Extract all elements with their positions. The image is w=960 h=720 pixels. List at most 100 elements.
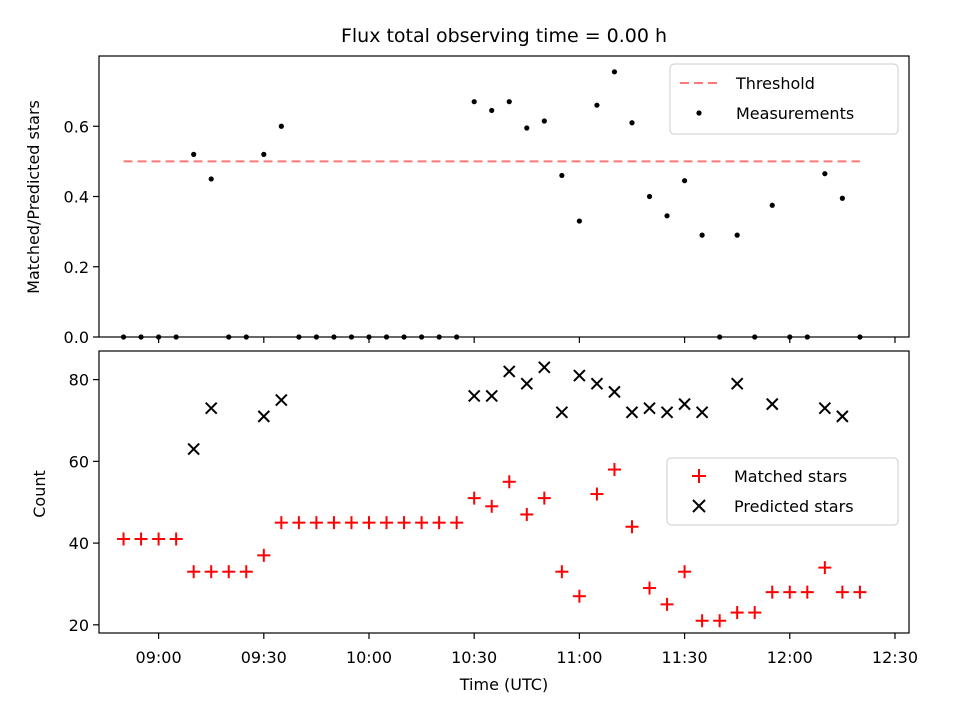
matched-star-point	[432, 516, 446, 530]
measurement-point	[366, 334, 372, 340]
matched-star-point	[415, 516, 429, 530]
bottom-x-tick-label: 10:00	[346, 648, 392, 667]
measurement-point	[278, 123, 284, 129]
matched-star-point	[607, 463, 621, 477]
matched-star-point	[695, 614, 709, 628]
matched-star-point	[344, 516, 358, 530]
top-y-axis-label: Matched/Predicted stars	[24, 100, 43, 294]
top-legend-box	[669, 63, 899, 135]
bottom-x-tick-label: 10:30	[451, 648, 497, 667]
measurement-point	[331, 334, 337, 340]
matched-star-point	[643, 581, 657, 595]
matched-star-point	[134, 532, 148, 546]
predicted-star-mark-b	[660, 406, 674, 419]
predicted-star-point	[538, 361, 551, 374]
measurement-point	[646, 193, 653, 200]
bottom-legend-box	[666, 457, 899, 526]
bottom-x-tick-label: 11:00	[556, 648, 602, 667]
matched-star-point	[835, 585, 849, 599]
matched-star-point	[853, 585, 867, 599]
predicted-star-point	[503, 365, 516, 378]
predicted-star-mark-b	[485, 389, 498, 403]
predicted-star-point	[625, 406, 639, 419]
predicted-star-point	[573, 369, 586, 382]
matched-star-point	[590, 487, 604, 501]
bottom-y-tick-label: 60	[69, 452, 89, 471]
measurement-point	[629, 120, 635, 126]
predicted-star-mark-b	[467, 389, 481, 403]
measurement-point	[313, 334, 320, 340]
measurement-point	[734, 232, 740, 238]
predicted-star-point	[590, 377, 604, 390]
predicted-star-point	[818, 402, 832, 415]
matched-star-point	[678, 565, 692, 579]
top-panel: 0.0 0.2 0.4 0.6 Matched/Predicted stars Thr…	[24, 55, 910, 347]
measurement-point	[173, 334, 179, 340]
predicted-star-mark-b	[573, 369, 586, 382]
matched-star-point	[537, 491, 551, 505]
measurement-point	[348, 334, 355, 340]
matched-star-point	[625, 520, 639, 534]
measurement-point	[156, 334, 162, 340]
bottom-panel: 20 40 60 80 09:00 09:30 10:00 10:30 11:00 11:30 1…	[30, 350, 918, 694]
predicted-star-point	[520, 377, 533, 390]
legend-matched-label: Matched stars	[734, 467, 847, 486]
measurement-point	[261, 151, 267, 157]
legend-measurements-label: Measurements	[736, 104, 854, 123]
matched-star-point	[292, 516, 306, 530]
measurement-point	[769, 202, 775, 208]
measurement-point	[418, 334, 425, 340]
measurement-point	[804, 334, 810, 340]
measurement-point	[489, 107, 495, 114]
legend-predicted-swatch	[692, 499, 706, 513]
bottom-x-tick-label: 11:30	[662, 648, 708, 667]
measurement-point	[699, 232, 705, 238]
measurement-point	[138, 334, 144, 340]
predicted-star-point	[205, 402, 218, 415]
predicted-star-mark-b	[678, 397, 691, 411]
bottom-x-tick-label: 12:00	[767, 648, 813, 667]
matched-star-point	[397, 516, 411, 530]
matched-star-point	[713, 614, 727, 628]
top-chart-title: Flux total observing time = 0.00 h	[341, 25, 667, 47]
matched-star-point	[450, 516, 464, 530]
bottom-x-tick-label: 09:30	[241, 648, 287, 667]
bottom-legend: Matched stars Predicted stars	[666, 457, 899, 526]
matched-star-point	[152, 532, 166, 546]
matched-star-point	[800, 585, 814, 599]
predicted-star-point	[643, 402, 656, 415]
predicted-star-mark-b	[275, 393, 288, 407]
measurement-point	[664, 213, 670, 219]
measurement-point	[594, 102, 600, 108]
matched-star-point	[257, 548, 271, 562]
predicted-star-point	[187, 442, 200, 456]
top-legend: Threshold Measurements	[669, 63, 899, 135]
measurement-point	[787, 334, 793, 340]
bottom-y-tick-label: 80	[69, 371, 89, 390]
matched-star-point	[274, 516, 288, 530]
predicted-star-mark-b	[538, 361, 551, 374]
measurement-point	[226, 334, 232, 340]
measurement-point	[752, 334, 758, 340]
top-y-tick-label: 0.0	[64, 328, 89, 347]
measurement-point	[296, 334, 302, 340]
measurement-point	[191, 151, 197, 157]
bottom-x-axis-label: Time (UTC)	[459, 675, 548, 694]
matched-star-point	[169, 532, 183, 546]
matched-star-point	[204, 565, 218, 579]
bottom-x-tick-label: 09:00	[136, 648, 182, 667]
predicted-star-point	[660, 406, 674, 419]
top-y-axis-ticks: 0.0 0.2 0.4 0.6	[64, 117, 99, 347]
matched-star-point	[730, 606, 744, 620]
matched-star-point	[239, 565, 253, 579]
predicted-star-point	[275, 393, 288, 407]
measurement-point	[243, 334, 249, 340]
predicted-star-mark-b	[695, 406, 709, 419]
predicted-star-point	[695, 406, 709, 419]
predicted-star-mark-b	[187, 442, 200, 456]
matched-star-point	[765, 585, 779, 599]
predicted-star-mark-b	[766, 397, 779, 411]
measurement-point	[471, 99, 477, 105]
predicted-star-point	[608, 385, 621, 399]
